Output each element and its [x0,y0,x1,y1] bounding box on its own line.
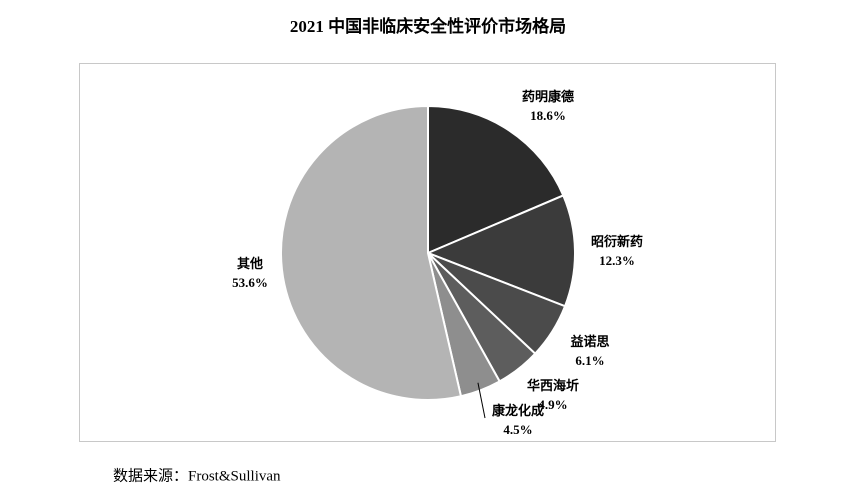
value-label: 53.6% [232,275,268,290]
source-note: 数据来源：Frost&Sullivan [113,467,281,484]
chart-title: 2021 中国非临床安全性评价市场格局 [290,16,566,36]
value-label: 12.3% [599,253,635,268]
value-label: 18.6% [530,108,566,123]
leader-line [477,382,486,419]
slice-label: 其他 [237,256,263,271]
slice-label: 华西海圻 [527,378,579,393]
pie-slice [427,104,565,255]
pie-slice [280,104,463,401]
slice-label: 益诺思 [570,334,609,349]
slice-label: 昭衍新药 [591,234,643,249]
value-label: 4.9% [538,397,567,412]
pie-slice [425,194,576,308]
value-label: 4.5% [503,422,532,437]
value-label: 6.1% [575,353,604,368]
slice-label: 药明康德 [522,89,574,104]
slice-label: 康龙化成 [492,403,544,418]
